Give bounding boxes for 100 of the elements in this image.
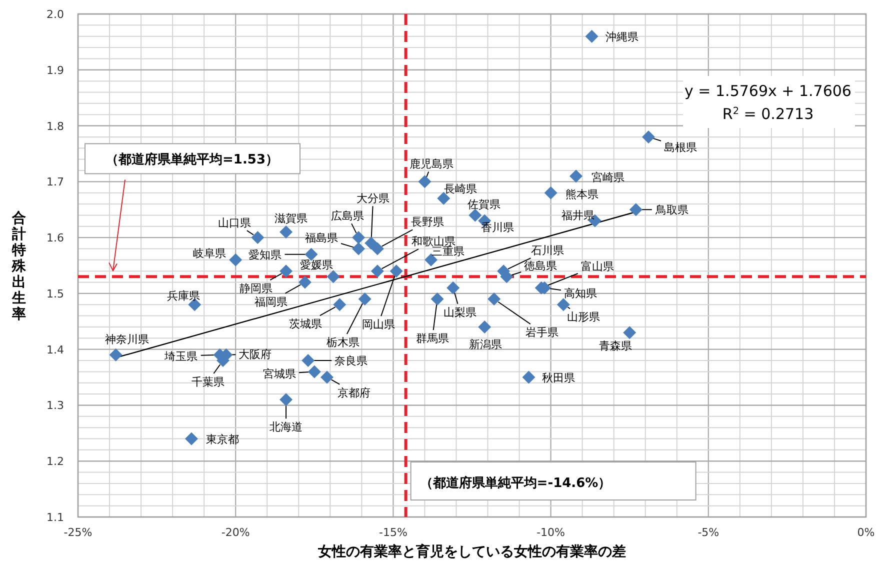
point [623,326,636,340]
annotation: 岐阜県 [193,246,226,260]
annotation: 千葉県 [191,376,224,389]
ref-line-label: （都道府県単純平均=-14.6%） [420,475,612,491]
annotation: 京都府 [338,386,371,400]
annotation: 島根県 [664,140,698,154]
annotation: y = 1.5769x + 1.7606 [684,82,852,100]
annotation: 滋賀県 [274,212,308,225]
annotation: 長野県 [410,216,444,229]
annotation: 高知県 [564,286,597,300]
point [629,203,642,216]
annotation: 大分県 [356,192,390,206]
annotation: 愛媛県 [300,258,333,272]
point [251,231,264,244]
y-tick-label: 1.2 [46,455,64,468]
point [109,348,122,362]
x-tick-label: -10% [536,526,566,539]
annotation: 静岡県 [240,282,273,296]
x-tick-label: -25% [64,526,92,539]
annotation: 大阪府 [238,348,272,361]
y-tick-label: 1.5 [46,287,64,300]
point [333,298,346,312]
annotation: 福岡県 [254,295,288,308]
annotation: 宮崎県 [592,171,625,184]
annotation: R$^{2}$ = 0.2713 [722,105,814,123]
point [446,281,460,294]
y-tick-label: 1.4 [46,343,64,356]
annotation: 沖縄県 [605,30,638,44]
annotation: 栃木県 [326,336,360,350]
annotation: 富山県 [580,260,614,273]
annotation: 群馬県 [416,332,449,346]
point [280,225,293,238]
point [544,186,558,200]
point [418,175,432,188]
annotation: 茨城県 [289,318,322,331]
annotation: 熊本県 [565,188,598,201]
point [500,270,514,284]
x-axis-title: 女性の有業率と育児をしている女性の有業率の差 [317,543,626,560]
y-tick-label: 1.3 [46,399,64,412]
annotation: 鹿児島県 [410,158,454,171]
annotation: 北海道 [270,420,303,434]
annotation: 愛知県 [248,248,282,262]
y-tick-label: 1.6 [46,232,64,245]
annotation: 佐賀県 [468,198,501,212]
point [326,270,340,284]
annotation: 東京都 [206,432,239,446]
annotation: 青森県 [599,340,632,353]
annotation: 長崎県 [444,182,478,196]
point [570,170,583,183]
annotation: 秋田県 [542,371,576,384]
y-tick-label: 1.9 [46,64,64,77]
point [352,242,366,256]
point [352,231,366,244]
annotation: 香川県 [481,220,514,234]
annotation: 山形県 [566,310,600,324]
point [488,292,501,306]
y-axis-title: 合計特殊出生率 [11,210,27,322]
annotation: 石川県 [531,244,564,258]
annotation: 山口県 [218,216,252,230]
annotation: 兵庫県 [167,290,200,303]
point [280,264,293,278]
annotation: 神奈川県 [104,332,149,346]
annotation: 奈良県 [334,354,368,368]
point [370,264,384,278]
point [320,370,334,384]
annotation: 鳥取県 [654,204,688,217]
ref-line-label: （都道府県単純平均=1.53） [106,152,278,168]
point [430,292,444,306]
y-tick-label: 1.1 [46,511,64,524]
point [522,370,536,384]
x-tick-label: -20% [221,526,250,539]
annotation: 新潟県 [469,338,502,351]
annotation: 岡山県 [362,318,395,332]
annotation: 広島県 [331,210,364,223]
point [229,253,242,266]
point [184,432,198,446]
point [370,242,384,256]
annotation: 福井県 [561,208,594,222]
x-tick-label: -15% [378,526,408,539]
point [585,30,598,43]
point [364,236,378,250]
annotation: 山梨県 [444,306,477,319]
point [358,292,372,306]
annotation: 徳島県 [524,260,558,273]
point [308,365,321,378]
annotation: 福島県 [305,232,338,245]
x-tick-label: -5% [698,526,720,539]
point [298,276,312,289]
point [302,354,315,368]
y-tick-label: 1.8 [46,120,64,133]
point [556,298,570,312]
point [280,393,293,406]
y-tick-label: 1.7 [46,176,64,189]
x-tick-label: 0% [857,526,875,539]
y-tick-label: 2.0 [46,8,64,21]
annotation: 埼玉県 [163,350,198,363]
annotation: 岩手県 [526,326,559,340]
point [642,130,656,144]
annotation: 宮城県 [262,368,296,381]
point [390,264,403,278]
